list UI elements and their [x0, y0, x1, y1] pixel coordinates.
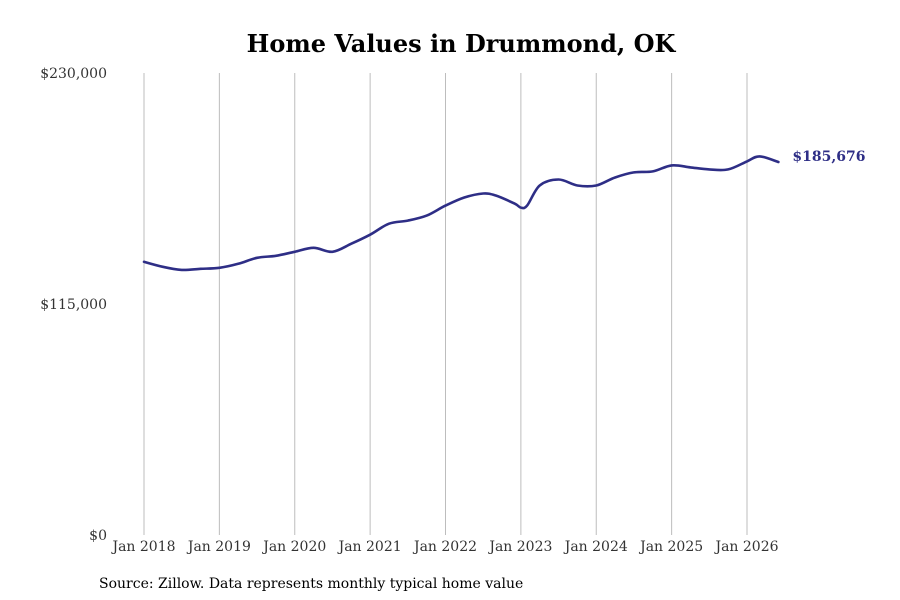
x-tick-label: Jan 2024: [563, 539, 628, 555]
home-value-line: [142, 155, 780, 272]
x-tick-label: Jan 2020: [261, 539, 326, 555]
x-tick-label: Jan 2019: [186, 539, 251, 555]
source-note: Source: Zillow. Data represents monthly …: [99, 576, 523, 592]
series-lines: [142, 155, 780, 272]
x-tick-label: Jan 2021: [337, 539, 402, 555]
x-tick-label: Jan 2025: [638, 539, 703, 555]
y-tick-label: $115,000: [40, 297, 107, 313]
y-tick-label: $230,000: [40, 66, 107, 82]
x-tick-label: Jan 2022: [412, 539, 477, 555]
x-tick-label: Jan 2018: [110, 539, 175, 555]
chart-title: Home Values in Drummond, OK: [247, 29, 677, 58]
last-value-label: $185,676: [792, 149, 865, 165]
x-axis-ticks: Jan 2018 Jan 2019 Jan 2020 Jan 2021 Jan 2022…: [110, 539, 778, 555]
y-tick-label: $0: [89, 528, 107, 544]
x-tick-label: Jan 2023: [487, 539, 552, 555]
x-tick-label: Jan 2026: [713, 539, 778, 555]
y-axis-ticks: $230,000 $115,000 $0: [40, 66, 107, 544]
gridlines: [143, 73, 748, 535]
